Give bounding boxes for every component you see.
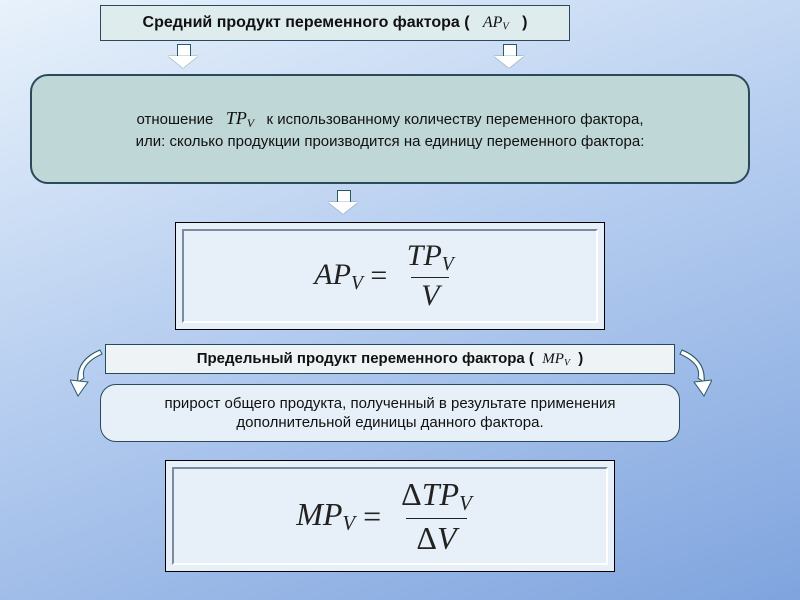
title1-text: Средний продукт переменного фактора ( AP… — [143, 14, 528, 33]
down-arrow-icon — [168, 44, 198, 68]
formula-box-mp: MPV = ΔTPV ΔV — [165, 460, 615, 572]
curve-arrow-left-icon — [70, 348, 106, 398]
formula1-fraction: TPV V — [401, 241, 460, 311]
slide-background: Средний продукт переменного фактора ( AP… — [0, 0, 800, 600]
definition-average-product: отношение TPV к использованному количест… — [30, 74, 750, 184]
def2-text: прирост общего продукта, полученный в ре… — [164, 394, 615, 433]
def1-text: отношение TPV к использованному количест… — [136, 106, 645, 152]
down-arrow-icon — [494, 44, 524, 68]
formula2-lhs: MPV — [296, 496, 355, 536]
formula-box-ap: APV = TPV V — [175, 222, 605, 330]
title-marginal-product: Предельный продукт переменного фактора (… — [105, 344, 675, 374]
down-arrow-icon — [328, 190, 358, 214]
definition-marginal-product: прирост общего продукта, полученный в ре… — [100, 384, 680, 442]
curve-arrow-right-icon — [676, 348, 712, 398]
title-average-product: Средний продукт переменного фактора ( AP… — [100, 5, 570, 41]
equals-sign: = — [370, 259, 387, 293]
title2-text: Предельный продукт переменного фактора (… — [197, 350, 584, 368]
formula1-lhs: APV — [314, 258, 363, 295]
equals-sign: = — [363, 498, 381, 535]
formula2-fraction: ΔTPV ΔV — [395, 478, 478, 554]
